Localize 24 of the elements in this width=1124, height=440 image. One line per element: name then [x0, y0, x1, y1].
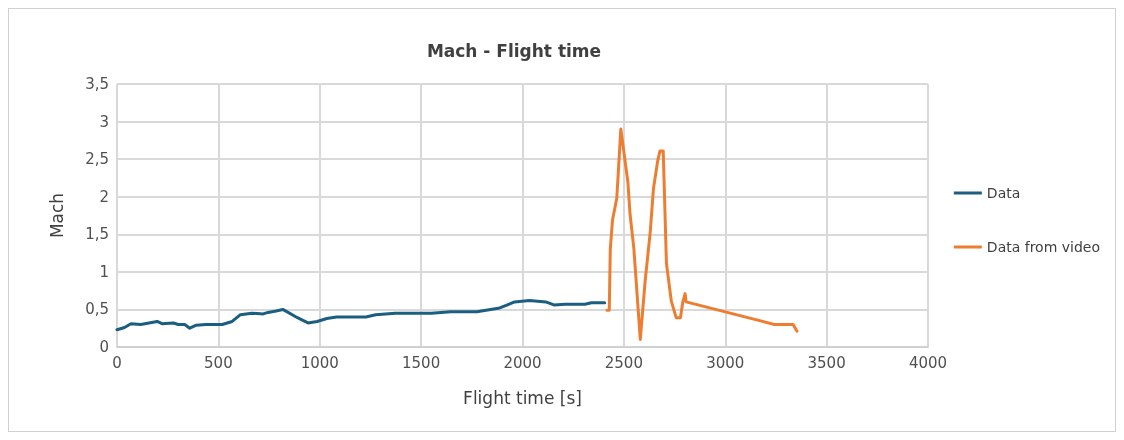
y-tick-label: 0: [99, 338, 109, 356]
line-series: [605, 127, 799, 341]
legend-label: Data: [986, 185, 1021, 201]
x-tick-label: 1000: [300, 353, 339, 372]
x-axis-title: Flight time [s]: [463, 387, 582, 408]
y-tick-label: 1: [99, 262, 109, 281]
legend-label: Data from video: [986, 239, 1101, 255]
y-tick-label: 0,5: [85, 300, 109, 319]
y-tick-label: 2: [99, 187, 109, 206]
y-tick-label: 3: [99, 112, 109, 131]
x-tick-label: 2000: [503, 353, 542, 372]
chart-title: Mach - Flight time: [426, 40, 602, 61]
x-tick-label: 3500: [807, 353, 846, 372]
x-tick-label: 1500: [402, 353, 441, 372]
x-tick-label: 0: [112, 353, 122, 372]
y-tick-label: 2,5: [85, 150, 109, 169]
x-tick-label: 500: [204, 353, 233, 372]
y-tick-label: 1,5: [85, 225, 109, 244]
y-axis-title: Mach: [46, 192, 67, 239]
line-series: [115, 298, 607, 332]
y-tick-label: 3,5: [85, 75, 109, 93]
x-tick-label: 3000: [706, 353, 745, 372]
x-tick-label: 4000: [908, 353, 948, 372]
x-tick-label: 2500: [604, 353, 643, 372]
